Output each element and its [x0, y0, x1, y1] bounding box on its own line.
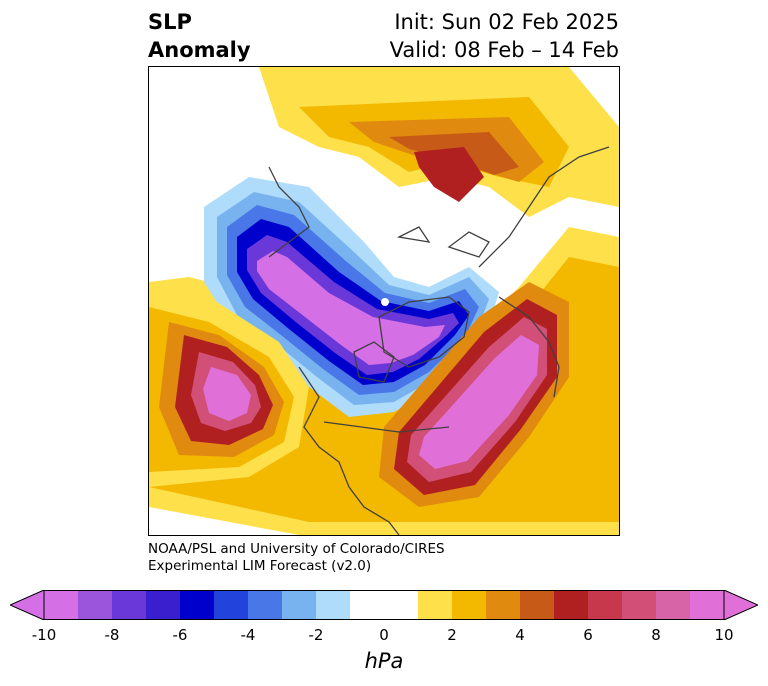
europe-outline — [498, 296, 560, 398]
colorbar-tick-label: 0 — [379, 626, 389, 644]
title-field: Anomaly — [148, 38, 251, 62]
colorbar-segment — [248, 590, 283, 620]
coastline-layer — [268, 146, 610, 535]
init-date: Init: Sun 02 Feb 2025 — [394, 10, 619, 34]
colorbar-tick-label: -2 — [308, 626, 324, 644]
colorbar-segment — [384, 590, 419, 620]
colorbar-segment — [78, 590, 113, 620]
title-left: SLP Anomaly — [148, 8, 251, 64]
positive-anomaly-north-5 — [414, 147, 484, 202]
pacific-positive-core — [203, 367, 251, 421]
colorbar-ticks: -10 -8 -6 -4 -2 0 2 4 6 8 10 — [0, 626, 768, 646]
credits: NOAA/PSL and University of Colorado/CIRE… — [148, 541, 445, 575]
colorbar-segment — [112, 590, 147, 620]
slp-anomaly-map — [148, 66, 620, 536]
colorbar-segment — [418, 590, 453, 620]
colorbar-under-arrow — [10, 590, 45, 620]
colorbar-segment — [316, 590, 351, 620]
negative-core — [257, 251, 445, 365]
colorbar-segment — [146, 590, 181, 620]
colorbar-tick-label: 8 — [651, 626, 661, 644]
colorbar-tick-label: 2 — [447, 626, 457, 644]
colorbar-segment — [690, 590, 725, 620]
us-canada-border — [323, 421, 450, 433]
colorbar-tick-label: 10 — [714, 626, 734, 644]
colorbar-segment — [554, 590, 589, 620]
colorbar-tick-label: -10 — [31, 626, 57, 644]
credits-org: NOAA/PSL and University of Colorado/CIRE… — [148, 541, 445, 557]
colorbar-segment — [214, 590, 249, 620]
arctic-islands — [396, 226, 490, 258]
valid-range: Valid: 08 Feb – 14 Feb — [389, 38, 619, 62]
map-canvas — [149, 67, 619, 535]
north-america-outline — [298, 366, 400, 535]
colorbar-tick-label: -8 — [104, 626, 120, 644]
colorbar-over-arrow — [723, 590, 758, 620]
colorbar-segment — [282, 590, 317, 620]
title-variable: SLP — [148, 10, 192, 34]
colorbar-segment — [588, 590, 623, 620]
colorbar-segment — [180, 590, 215, 620]
atlantic-positive-core — [419, 335, 539, 469]
credits-model: Experimental LIM Forecast (v2.0) — [148, 558, 372, 574]
title-right: Init: Sun 02 Feb 2025 Valid: 08 Feb – 14… — [390, 8, 619, 64]
greenland-outline — [378, 296, 470, 368]
colorbar-frame — [43, 590, 725, 620]
colorbar-segment — [44, 590, 79, 620]
colorbar-unit: hPa — [364, 649, 404, 673]
colorbar-segment — [622, 590, 657, 620]
colorbar-tick-label: 4 — [515, 626, 525, 644]
colorbar-tick-label: -6 — [172, 626, 188, 644]
north-pole-marker — [381, 298, 389, 306]
colorbar-segment — [486, 590, 521, 620]
eurasia-outline — [478, 146, 610, 268]
colorbar-tick-label: 6 — [583, 626, 593, 644]
colorbar-segment — [452, 590, 487, 620]
colorbar-segment — [656, 590, 691, 620]
colorbar-segment — [520, 590, 555, 620]
colorbar — [10, 590, 758, 620]
hudson-bay-outline — [353, 341, 395, 383]
alaska-outline — [268, 166, 310, 258]
colorbar-tick-label: -4 — [240, 626, 256, 644]
colorbar-segment — [350, 590, 385, 620]
